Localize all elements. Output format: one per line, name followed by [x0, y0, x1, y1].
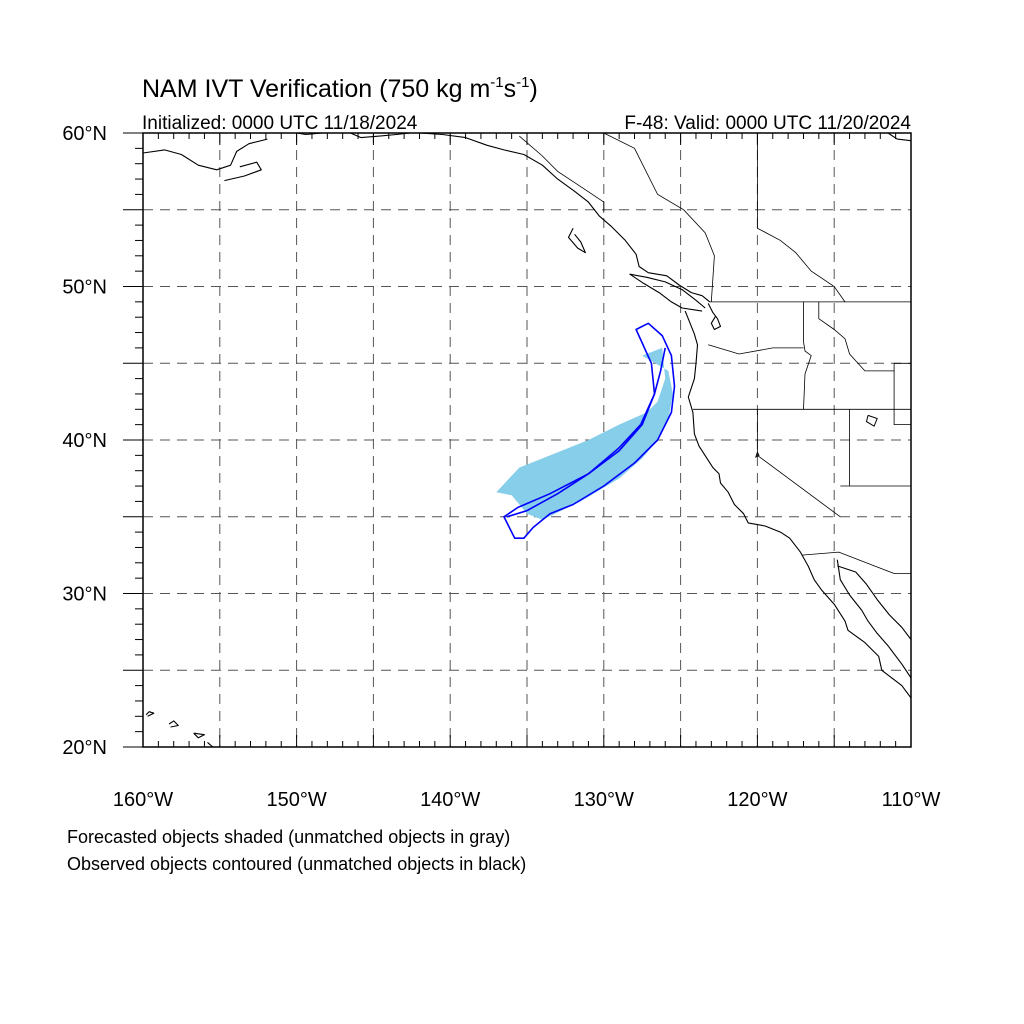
map-area: 160°W 150°W 140°W 130°W 120°W 110°W 20°N 30°N 40…: [62, 123, 940, 811]
political-border: [893, 363, 911, 426]
coastline: [350, 133, 411, 139]
political-border: [803, 301, 812, 410]
coastline: [193, 732, 205, 739]
political-border: [757, 409, 841, 518]
latitude-tick-label: 50°N: [62, 277, 107, 299]
coastline: [707, 303, 722, 331]
coastline: [224, 161, 262, 182]
coastline: [143, 138, 268, 171]
initialized-time-label: Initialized: 0000 UTC 11/18/2024: [142, 113, 418, 134]
latitude-tick-label: 40°N: [62, 430, 107, 452]
lake-outline: [865, 414, 878, 427]
observed-ivt-contour: [503, 322, 676, 540]
coastline: [629, 273, 706, 312]
latitude-tick-label: 30°N: [62, 584, 107, 606]
latitude-tick-label: 20°N: [62, 737, 107, 759]
observed-ivt-axis: [506, 347, 666, 518]
longitude-tick-label: 120°W: [727, 789, 787, 811]
lake-outline: [755, 452, 760, 458]
coastline: [837, 565, 911, 640]
coastline: [887, 133, 911, 142]
ivt-objects: [496, 322, 676, 540]
political-border: [603, 133, 715, 302]
valid-time-label: F-48: Valid: 0000 UTC 11/20/2024: [624, 113, 911, 134]
forecast-legend-note: Forecasted objects shaded (unmatched obj…: [67, 827, 510, 847]
graticule-grid: [143, 133, 911, 747]
axis-ticks: [123, 132, 912, 748]
observed-legend-note: Observed objects contoured (unmatched ob…: [67, 854, 526, 874]
coastline: [145, 711, 155, 717]
political-border: [708, 344, 804, 355]
political-border: [757, 133, 846, 303]
longitude-tick-label: 110°W: [882, 789, 941, 811]
coastline: [684, 310, 911, 699]
longitude-tick-label: 160°W: [113, 789, 173, 811]
political-border: [519, 135, 605, 213]
coastline: [207, 741, 214, 747]
political-border: [801, 551, 911, 574]
coastline: [419, 133, 711, 303]
axis-tick-labels: 160°W 150°W 140°W 130°W 120°W 110°W 20°N 30°N 40…: [62, 123, 940, 811]
figure-title: NAM IVT Verification (750 kg m-1s-1): [142, 74, 538, 103]
coastline: [836, 559, 911, 679]
longitude-tick-label: 130°W: [574, 789, 634, 811]
latitude-tick-label: 60°N: [62, 123, 107, 145]
political-border: [818, 301, 895, 372]
coastline: [168, 720, 179, 728]
forecast-ivt-object: [496, 347, 673, 520]
geography-lines: [143, 133, 911, 747]
coastline: [567, 227, 586, 254]
longitude-tick-label: 150°W: [266, 789, 326, 811]
longitude-tick-label: 140°W: [420, 789, 480, 811]
